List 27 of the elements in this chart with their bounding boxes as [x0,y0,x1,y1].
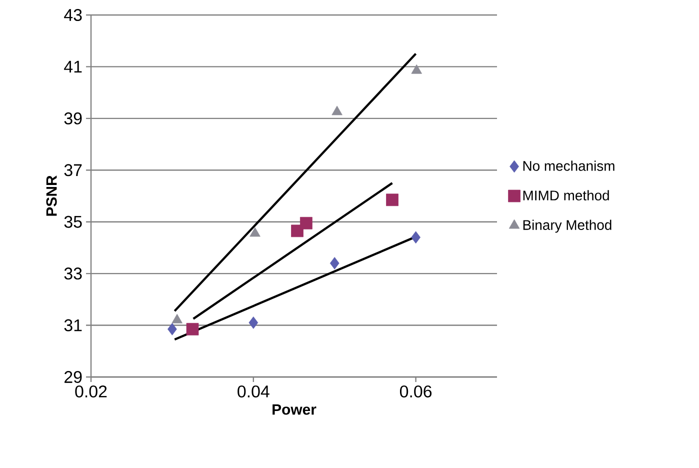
point [186,322,199,336]
y-tick-label: 29 [64,370,82,383]
y-tick-label: 41 [64,60,82,73]
point [250,227,260,237]
y-tick-label: 33 [64,268,82,280]
point [330,257,340,270]
point [411,64,422,74]
point [300,216,312,230]
legend-label: Binary Method [523,220,612,233]
y-tick-label: 37 [64,164,82,176]
point [291,224,304,238]
point [248,316,258,329]
x-tick-label: 0.02 [75,385,107,398]
point [168,322,177,336]
legend-label: MIMD method [523,190,609,200]
y-axis-title: PSNR [46,176,57,216]
x-tick-label: 0.06 [400,385,432,398]
point [332,106,342,116]
x-tick-label: 0.04 [238,385,270,398]
point [386,194,398,206]
y-tick-label: 43 [64,8,82,21]
y-tick-label: 35 [64,216,82,228]
legend-label: No mechanism [523,160,614,171]
x-axis-title: Power [272,404,316,415]
y-tick-label: 39 [64,112,82,124]
point [411,231,420,244]
y-tick-label: 31 [64,319,82,332]
